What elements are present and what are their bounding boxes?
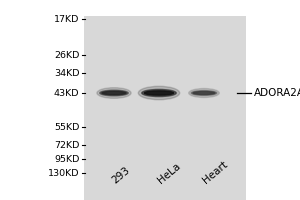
Text: 43KD: 43KD [54, 88, 80, 98]
Text: 17KD: 17KD [54, 15, 80, 23]
Text: Heart: Heart [201, 160, 229, 186]
Text: 55KD: 55KD [54, 122, 80, 132]
Text: 130KD: 130KD [48, 168, 80, 178]
Ellipse shape [144, 91, 174, 95]
Ellipse shape [97, 88, 131, 98]
Ellipse shape [193, 92, 215, 94]
Text: 293: 293 [111, 166, 132, 186]
Ellipse shape [100, 90, 128, 96]
Text: ADORA2A: ADORA2A [254, 88, 300, 98]
Text: 72KD: 72KD [54, 140, 80, 149]
Ellipse shape [191, 91, 217, 95]
Bar [84, 16, 246, 200]
Ellipse shape [142, 89, 176, 97]
Ellipse shape [189, 89, 219, 97]
Text: 95KD: 95KD [54, 154, 80, 164]
Ellipse shape [102, 91, 126, 95]
Text: 26KD: 26KD [54, 50, 80, 60]
Text: HeLa: HeLa [156, 161, 182, 186]
Ellipse shape [138, 86, 180, 100]
Text: 34KD: 34KD [54, 68, 80, 77]
